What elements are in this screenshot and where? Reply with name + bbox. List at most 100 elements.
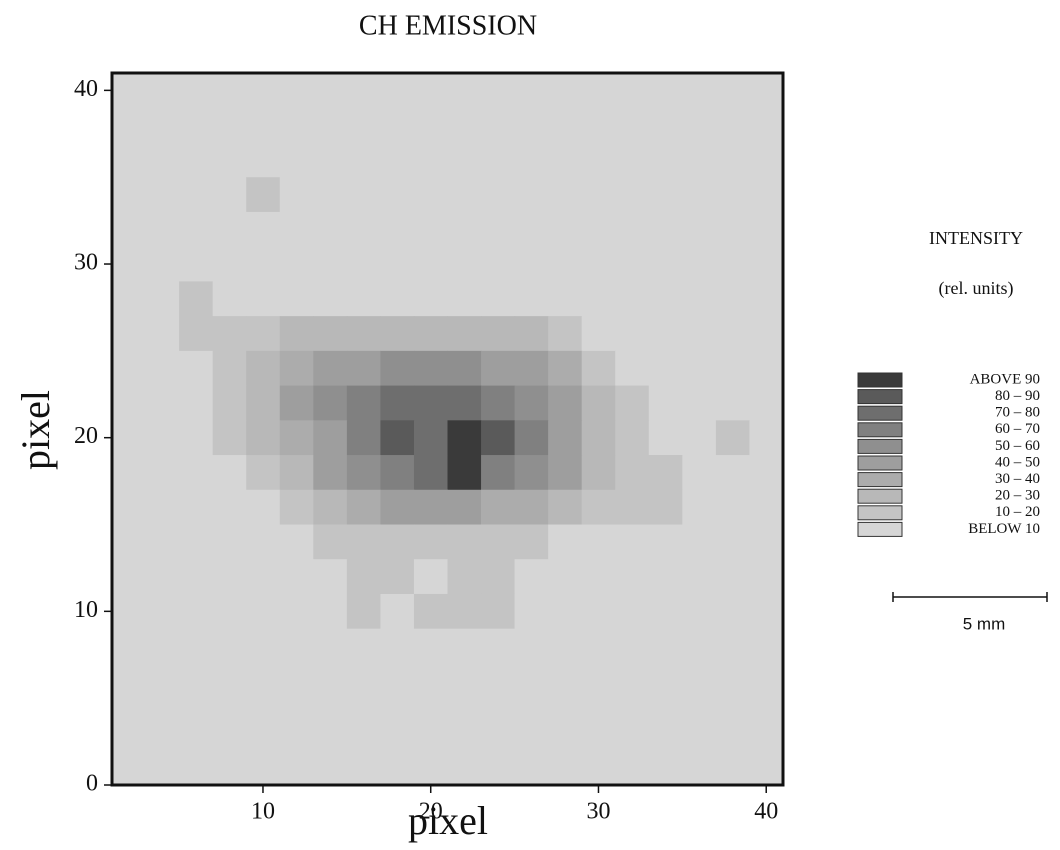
heat-cell [581,628,616,664]
heat-cell [749,246,784,282]
chart-title: CH EMISSION [359,10,537,41]
heat-cell [715,663,750,699]
heat-cell [145,698,180,734]
heat-cell [313,420,348,456]
heat-cell [615,73,650,109]
heat-cell [145,455,180,491]
heat-cell [749,455,784,491]
heat-cell [715,489,750,526]
heat-cell [514,246,549,282]
heat-cell [548,142,583,178]
heat-cell [212,107,247,143]
heat-cell [548,350,583,387]
heat-cell [346,350,381,387]
heat-cell [346,524,381,560]
heat-cell [212,142,247,178]
heat-cell [514,142,549,178]
heat-cell [145,559,180,595]
heat-cell [346,628,381,664]
heat-cell [279,350,314,387]
heat-cell [246,524,281,560]
heat-cell [246,316,281,352]
heat-cell [346,385,381,421]
heat-cell [648,420,683,456]
legend-label: ABOVE 90 [970,371,1040,387]
heat-cell [145,316,180,352]
heat-cell [682,698,717,734]
heat-cell [112,281,147,317]
heat-cell [682,142,717,178]
heat-cell [380,593,415,630]
heat-cell [749,350,784,387]
heat-cell [548,385,583,421]
heat-cell [346,73,381,109]
heat-cell [212,732,247,769]
heat-cell [212,663,247,699]
heat-cell [514,350,549,387]
heat-cell [648,316,683,352]
heat-cell [749,559,784,595]
heat-cell [481,350,516,387]
heat-cell [615,420,650,456]
heat-cell [648,211,683,248]
heat-cell [615,628,650,664]
heat-cell [581,211,616,248]
heat-cell [648,177,683,213]
heat-cell [682,281,717,317]
heat-cell [112,350,147,387]
heat-cell [749,420,784,456]
heat-cell [648,489,683,526]
heat-cell [648,593,683,630]
heat-cell [648,559,683,595]
heat-cell [413,489,448,526]
legend-swatch [857,372,903,388]
heat-cell [615,281,650,317]
heat-cell [682,350,717,387]
heat-cell [212,524,247,560]
heat-cell [715,524,750,560]
heat-cell [346,211,381,248]
heat-cell [346,177,381,213]
heat-cell [481,420,516,456]
heat-cell [145,350,180,387]
y-tick-label: 30 [74,250,98,276]
heat-cell [313,455,348,491]
heat-cell [112,73,147,109]
heat-cell [279,385,314,421]
heat-cell [514,593,549,630]
heat-cell [380,211,415,248]
heat-cell [279,281,314,317]
x-tick-label: 30 [586,799,610,825]
heat-cell [179,455,214,491]
heat-cell [615,489,650,526]
heat-cell [246,177,281,213]
legend-label: BELOW 10 [968,521,1040,537]
heat-cell [145,663,180,699]
heat-cell [581,593,616,630]
heat-cell [380,316,415,352]
heat-cell [346,281,381,317]
heat-cell [749,73,784,109]
heat-cell [581,420,616,456]
heat-cell [447,107,482,143]
heat-cell [279,732,314,769]
legend-subtitle: (rel. units) [939,278,1014,299]
heat-cell [145,593,180,630]
legend-swatch [857,472,903,488]
y-tick-label: 10 [74,597,98,623]
heat-cell [548,455,583,491]
heat-cell [514,732,549,769]
heat-cell [481,177,516,213]
legend-label: 30 – 40 [995,471,1040,487]
heat-cell [313,281,348,317]
heat-cell [313,663,348,699]
heat-cell [246,698,281,734]
heat-cell [112,316,147,352]
heat-cell [615,663,650,699]
heat-cell [212,281,247,317]
heat-cell [313,211,348,248]
heat-cell [145,524,180,560]
heat-cell [481,559,516,595]
heat-cell [682,593,717,630]
heat-cell [715,107,750,143]
